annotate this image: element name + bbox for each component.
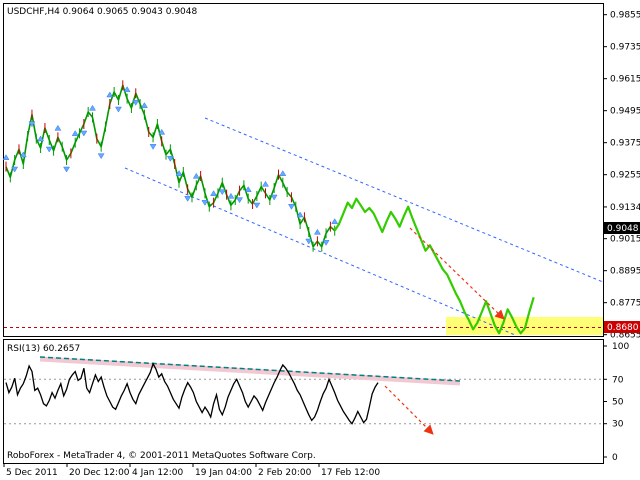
fractal-marker	[322, 240, 330, 246]
last-price-box	[604, 222, 640, 234]
rsi-tick-label: 30	[612, 420, 624, 430]
fractal-marker	[106, 91, 114, 98]
rsi-trend-line	[39, 356, 461, 382]
fractal-marker	[192, 172, 200, 179]
forecast-arrow-rsi	[384, 385, 434, 435]
fractal-marker	[279, 170, 287, 176]
fractal-marker	[305, 238, 313, 245]
fractal-marker	[132, 100, 140, 106]
fractal-marker	[244, 186, 252, 192]
fractal-marker	[270, 194, 278, 201]
fractal-marker	[140, 102, 148, 108]
price-tick-label: 0.9255	[610, 171, 640, 181]
fractal-marker	[123, 86, 131, 92]
price-line-recent	[333, 197, 535, 335]
price-tick-label: 0.9134	[610, 203, 640, 213]
time-tick-label: 17 Feb 12:00	[321, 468, 380, 478]
support-price-box	[604, 321, 640, 333]
price-tick-label: 0.9615	[610, 75, 640, 85]
fractal-marker	[331, 218, 339, 224]
fractal-marker	[175, 170, 183, 176]
price-tick-label: 0.9495	[610, 107, 640, 117]
fractal-marker	[80, 130, 88, 137]
price-tick-label: 0.9015	[610, 235, 640, 245]
price-tick-label: 0.9855	[610, 11, 640, 21]
price-panel-frame	[3, 3, 604, 337]
rsi-tick-label: 70	[612, 375, 624, 385]
fractal-marker	[11, 166, 19, 173]
rsi-tick-label: 50	[612, 398, 624, 408]
chart-header: USDCHF,H4 0.9064 0.9065 0.9043 0.9048	[7, 7, 197, 17]
fractal-marker	[45, 146, 53, 153]
fractal-marker	[158, 128, 166, 135]
fractal-marker	[2, 154, 10, 160]
fractal-marker	[201, 200, 209, 206]
fractal-marker	[54, 124, 62, 131]
time-tick-label: 5 Dec 2011	[6, 468, 58, 478]
fractal-marker	[63, 166, 70, 173]
fractal-marker	[37, 135, 45, 142]
rsi-line	[5, 362, 379, 425]
fractal-marker	[97, 153, 105, 160]
price-tick-label: 0.8895	[610, 267, 640, 277]
last-price-label: 0.9048	[607, 224, 639, 234]
fractal-marker	[296, 211, 304, 218]
fractal-marker	[89, 104, 96, 111]
price-tick-label: 0.9375	[610, 139, 640, 149]
support-price-label: 0.8680	[607, 323, 639, 333]
fractal-marker	[253, 202, 261, 209]
fractal-marker	[210, 190, 218, 196]
footer-text: RoboForex - MetaTrader 4, © 2001-2011 Me…	[7, 451, 316, 461]
fractal-marker	[166, 156, 174, 162]
fractal-marker	[236, 197, 244, 204]
fractal-marker	[115, 106, 122, 113]
price-tick-label: 0.8775	[610, 299, 640, 309]
time-tick-label: 20 Dec 12:00	[69, 468, 130, 478]
time-tick-label: 2 Feb 20:00	[258, 468, 312, 478]
fractal-marker	[71, 130, 79, 136]
fractal-marker	[288, 204, 295, 210]
channel-lower-line	[124, 167, 516, 336]
fractal-marker	[313, 228, 321, 235]
fractal-marker	[19, 151, 27, 158]
fractal-marker	[262, 180, 269, 187]
rsi-tick-label: 0	[612, 453, 618, 463]
price-tick-label: 0.8655	[610, 331, 640, 341]
rsi-trend-line-shadow	[39, 356, 461, 386]
rsi-label: RSI(13) 60.2657	[7, 344, 80, 354]
fractal-marker	[184, 196, 192, 202]
time-tick-label: 19 Jan 04:00	[195, 468, 252, 478]
time-tick-label: 4 Jan 12:00	[132, 468, 184, 478]
fractal-marker	[218, 189, 226, 196]
rsi-tick-label: 100	[612, 342, 629, 352]
price-tick-label: 0.9735	[610, 43, 640, 53]
fractal-marker	[149, 144, 157, 150]
fractal-marker	[227, 192, 235, 199]
fractal-marker	[28, 121, 36, 128]
